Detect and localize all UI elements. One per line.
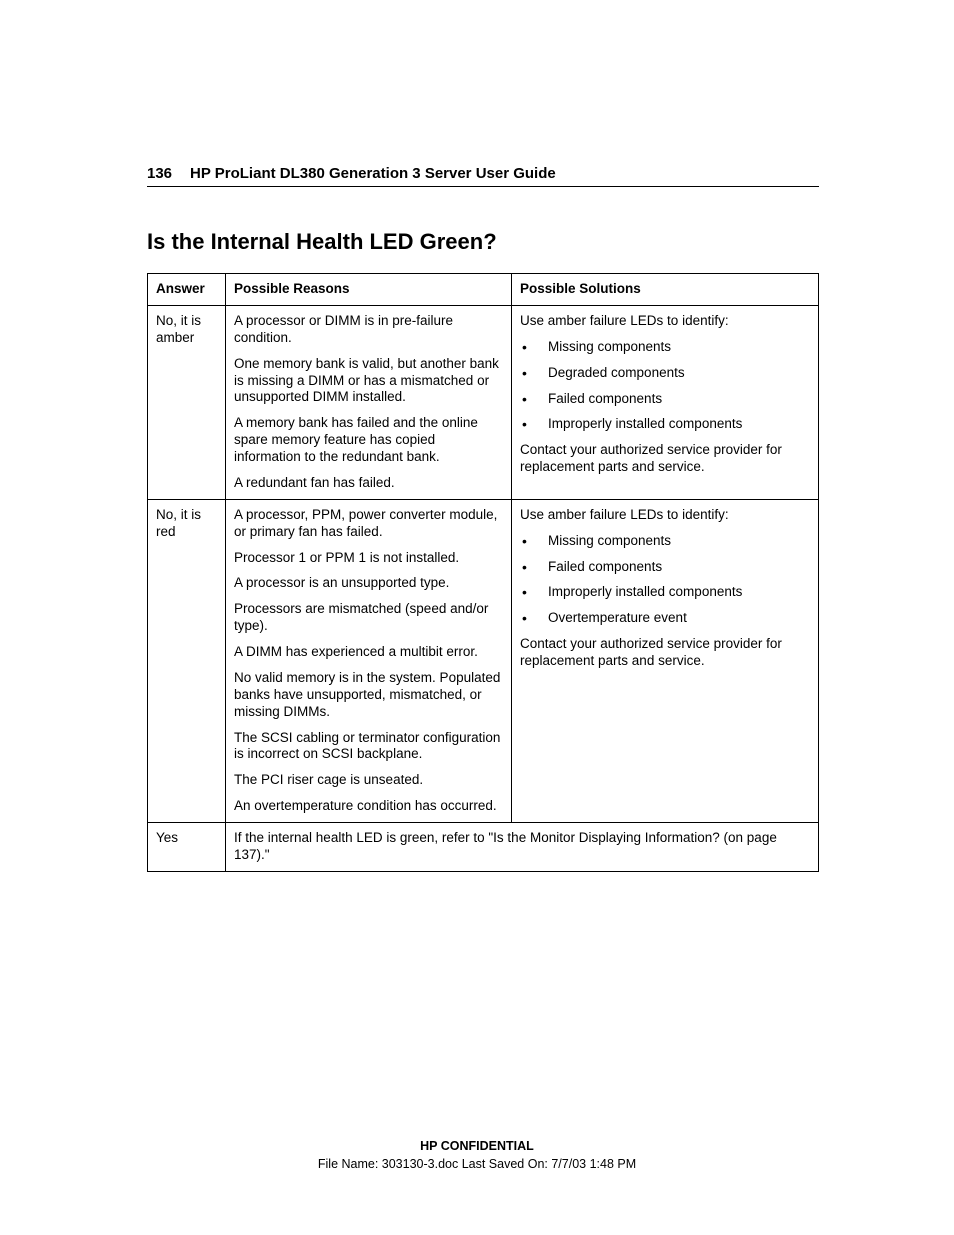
solution-bullet: Failed components <box>520 391 810 408</box>
reason-text: The SCSI cabling or terminator configura… <box>234 730 503 764</box>
cell-solutions: Use amber failure LEDs to identify: Miss… <box>512 305 819 499</box>
cell-solutions: Use amber failure LEDs to identify: Miss… <box>512 499 819 822</box>
solution-lead: Use amber failure LEDs to identify: <box>520 313 810 330</box>
cell-answer: No, it is amber <box>148 305 226 499</box>
table-row: No, it is red A processor, PPM, power co… <box>148 499 819 822</box>
cell-full-row: If the internal health LED is green, ref… <box>226 823 819 872</box>
cell-reasons: A processor or DIMM is in pre-failure co… <box>226 305 512 499</box>
footer-fileinfo: File Name: 303130-3.doc Last Saved On: 7… <box>0 1156 954 1174</box>
page-footer: HP CONFIDENTIAL File Name: 303130-3.doc … <box>0 1138 954 1173</box>
document-page: 136 HP ProLiant DL380 Generation 3 Server… <box>0 0 954 872</box>
reason-text: A processor is an unsupported type. <box>234 575 503 592</box>
cell-answer: Yes <box>148 823 226 872</box>
reason-text: The PCI riser cage is unseated. <box>234 772 503 789</box>
page-header-text: 136 HP ProLiant DL380 Generation 3 Server… <box>147 165 819 182</box>
solution-bullets: Missing components Failed components Imp… <box>520 533 810 628</box>
solution-bullet: Overtemperature event <box>520 610 810 627</box>
solution-tail: Contact your authorized service provider… <box>520 636 810 670</box>
reason-text: One memory bank is valid, but another ba… <box>234 356 503 407</box>
table-row: No, it is amber A processor or DIMM is i… <box>148 305 819 499</box>
solution-bullet: Degraded components <box>520 365 810 382</box>
reason-text: An overtemperature condition has occurre… <box>234 798 503 815</box>
diagnostic-table: Answer Possible Reasons Possible Solutio… <box>147 273 819 872</box>
solution-bullet: Missing components <box>520 533 810 550</box>
solution-bullet: Improperly installed components <box>520 416 810 433</box>
guide-title: HP ProLiant DL380 Generation 3 Server Us… <box>190 165 556 182</box>
col-header-solutions: Possible Solutions <box>512 274 819 306</box>
solution-tail: Contact your authorized service provider… <box>520 442 810 476</box>
col-header-answer: Answer <box>148 274 226 306</box>
table-header-row: Answer Possible Reasons Possible Solutio… <box>148 274 819 306</box>
cell-reasons: A processor, PPM, power converter module… <box>226 499 512 822</box>
page-header: 136 HP ProLiant DL380 Generation 3 Server… <box>147 165 819 187</box>
reason-text: A memory bank has failed and the online … <box>234 415 503 466</box>
col-header-reasons: Possible Reasons <box>226 274 512 306</box>
solution-bullet: Failed components <box>520 559 810 576</box>
solution-bullets: Missing components Degraded components F… <box>520 339 810 434</box>
reason-text: A processor or DIMM is in pre-failure co… <box>234 313 503 347</box>
reason-text: No valid memory is in the system. Popula… <box>234 670 503 721</box>
table-row: Yes If the internal health LED is green,… <box>148 823 819 872</box>
reason-text: A redundant fan has failed. <box>234 475 503 492</box>
solution-bullet: Improperly installed components <box>520 584 810 601</box>
reason-text: Processors are mismatched (speed and/or … <box>234 601 503 635</box>
reason-text: Processor 1 or PPM 1 is not installed. <box>234 550 503 567</box>
section-title: Is the Internal Health LED Green? <box>147 229 819 255</box>
footer-confidential: HP CONFIDENTIAL <box>0 1138 954 1156</box>
cell-answer: No, it is red <box>148 499 226 822</box>
reason-text: A processor, PPM, power converter module… <box>234 507 503 541</box>
solution-lead: Use amber failure LEDs to identify: <box>520 507 810 524</box>
page-number: 136 <box>147 165 172 182</box>
solution-bullet: Missing components <box>520 339 810 356</box>
reason-text: A DIMM has experienced a multibit error. <box>234 644 503 661</box>
